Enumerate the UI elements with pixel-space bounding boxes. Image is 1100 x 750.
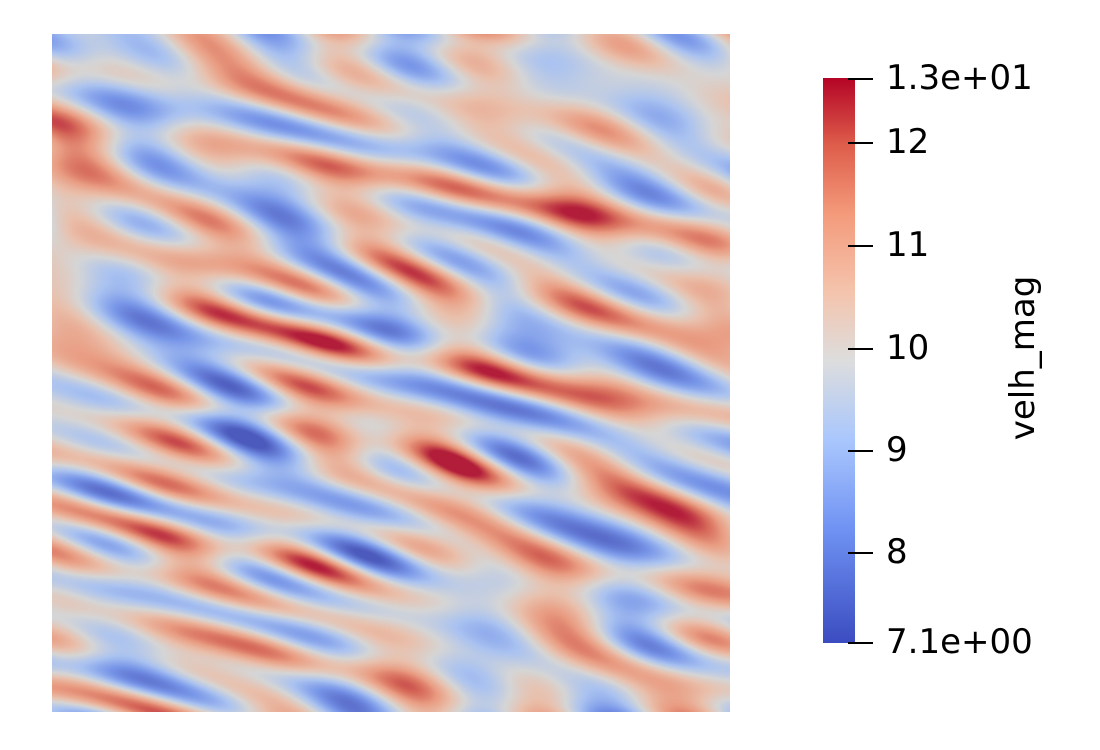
- colorbar-tick-label: 1.3e+01: [886, 58, 1033, 98]
- colorbar-tick-mark: [848, 450, 873, 452]
- colorbar-tick-label: 8: [886, 532, 908, 572]
- colorbar-tick-mark: [848, 642, 873, 644]
- colorbar-tick-label: 12: [886, 122, 930, 162]
- colorbar-tick-label: 7.1e+00: [886, 622, 1033, 662]
- colorbar-tick-label: 10: [886, 328, 930, 368]
- colorbar-tick-mark: [848, 245, 873, 247]
- colorbar-tick-mark: [848, 552, 873, 554]
- colorbar-tick-label: 11: [886, 225, 930, 265]
- colorbar-tick-label: 9: [886, 430, 908, 470]
- colorbar-tick-mark: [848, 142, 873, 144]
- colorbar-tick-mark: [848, 348, 873, 350]
- colorbar-tick-mark: [848, 78, 873, 80]
- colorbar-title: velh_mag: [1003, 275, 1043, 441]
- scalar-field-canvas: [52, 34, 730, 712]
- color-legend-bar: [823, 78, 855, 643]
- velocity-magnitude-field: [52, 34, 730, 712]
